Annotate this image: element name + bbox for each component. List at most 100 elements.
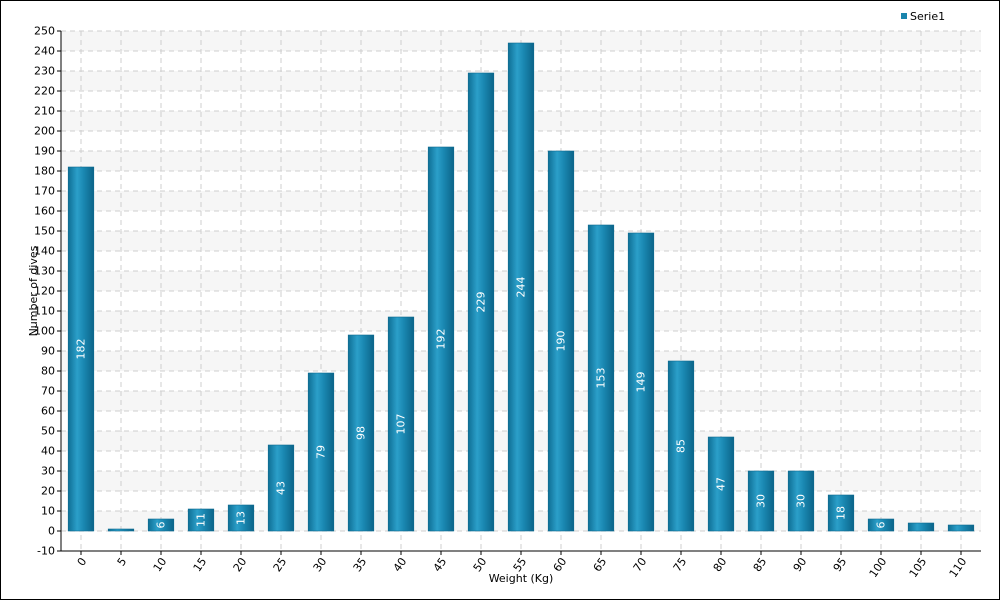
bar-value-label: 192 [435, 329, 448, 350]
bar-value-label: 229 [475, 292, 488, 313]
y-tick-label: 250 [34, 25, 55, 38]
bar [107, 528, 135, 532]
bar [827, 494, 855, 532]
bar-value-label: 43 [275, 481, 288, 495]
bar-value-label: 30 [755, 494, 768, 508]
x-tick-label: 25 [271, 555, 290, 574]
x-tick-label: 85 [751, 555, 770, 574]
y-tick-label: 160 [34, 205, 55, 218]
y-tick-label: 210 [34, 105, 55, 118]
bar-value-label: 190 [555, 331, 568, 352]
bar [387, 316, 415, 532]
y-tick-label: 100 [34, 325, 55, 338]
x-tick-label: 15 [191, 555, 210, 574]
bar-value-label: 18 [835, 506, 848, 520]
legend: Serie1 [901, 10, 945, 23]
bar-value-label: 6 [875, 522, 888, 529]
y-tick-label: 200 [34, 125, 55, 138]
bar [307, 372, 335, 532]
bar [147, 518, 175, 532]
bar [707, 436, 735, 532]
x-tick-label: 10 [151, 555, 170, 574]
x-tick-label: 80 [711, 555, 730, 574]
bar [347, 334, 375, 532]
y-tick-label: 220 [34, 85, 55, 98]
bar [587, 224, 615, 532]
axes [57, 30, 981, 555]
legend-label: Serie1 [910, 10, 945, 23]
bar-value-label: 182 [75, 339, 88, 360]
x-tick-label: 0 [75, 555, 90, 568]
x-tick-label: 35 [351, 555, 370, 574]
y-tick-label: 60 [41, 405, 55, 418]
bar-value-label: 13 [235, 511, 248, 525]
bar [547, 150, 575, 532]
x-tick-label: 90 [791, 555, 810, 574]
bar-value-label: 30 [795, 494, 808, 508]
y-tick-label: 180 [34, 165, 55, 178]
bar [747, 470, 775, 532]
bar-value-label: 47 [715, 477, 728, 491]
x-tick-label: 75 [671, 555, 690, 574]
y-axis-title: Number of dives [27, 245, 40, 336]
y-tick-label: 170 [34, 185, 55, 198]
y-tick-label: -10 [37, 545, 55, 558]
x-tick-label: 45 [431, 555, 450, 574]
y-tick-label: 140 [34, 245, 55, 258]
bar-value-label: 149 [635, 372, 648, 393]
bar [267, 444, 295, 532]
y-tick-label: 90 [41, 345, 55, 358]
legend-swatch [901, 13, 907, 19]
bar [907, 522, 935, 532]
x-tick-label: 70 [631, 555, 650, 574]
x-tick-label: 60 [551, 555, 570, 574]
y-tick-label: 190 [34, 145, 55, 158]
y-tick-label: 30 [41, 465, 55, 478]
y-tick-labels: -10 0 10 20 30 40 50 60 70 80 90 100 110 120 130 140 150… [34, 25, 55, 558]
y-tick-label: 130 [34, 265, 55, 278]
y-tick-label: 120 [34, 285, 55, 298]
x-axis-title: Weight (Kg) [489, 572, 554, 585]
y-tick-label: 40 [41, 445, 55, 458]
bar [627, 232, 655, 532]
x-tick-label: 100 [867, 555, 890, 580]
bar [427, 146, 455, 532]
y-tick-label: 80 [41, 365, 55, 378]
y-tick-label: 230 [34, 65, 55, 78]
y-tick-label: 110 [34, 305, 55, 318]
bar-value-label: 85 [675, 439, 688, 453]
bar-value-label: 11 [195, 513, 208, 527]
bar-value-label: 6 [155, 522, 168, 529]
y-tick-label: 70 [41, 385, 55, 398]
x-tick-label: 110 [947, 555, 970, 580]
bar [867, 518, 895, 532]
y-tick-label: 150 [34, 225, 55, 238]
bar-value-label: 98 [355, 426, 368, 440]
bar-value-label: 244 [515, 277, 528, 298]
bar [67, 166, 95, 532]
y-tick-label: 10 [41, 505, 55, 518]
bar [467, 72, 495, 532]
bar [947, 524, 975, 532]
x-tick-label: 30 [311, 555, 330, 574]
bar [507, 42, 535, 532]
bar-value-label: 107 [395, 414, 408, 435]
x-tick-label: 20 [231, 555, 250, 574]
bars: 182 6 11 13 43 79 98 107 192 229 244 190 153 149 85 47 3… [67, 42, 975, 532]
bar [187, 508, 215, 532]
y-tick-label: 0 [48, 525, 55, 538]
bar-value-label: 79 [315, 445, 328, 459]
x-tick-label: 65 [591, 555, 610, 574]
bar-value-label: 153 [595, 368, 608, 389]
y-tick-label: 240 [34, 45, 55, 58]
bar [227, 504, 255, 532]
x-tick-label: 40 [391, 555, 410, 574]
y-tick-label: 20 [41, 485, 55, 498]
x-tick-label: 105 [907, 555, 930, 580]
bar [667, 360, 695, 532]
y-tick-label: 50 [41, 425, 55, 438]
x-tick-label: 5 [115, 555, 130, 568]
x-tick-label: 50 [471, 555, 490, 574]
